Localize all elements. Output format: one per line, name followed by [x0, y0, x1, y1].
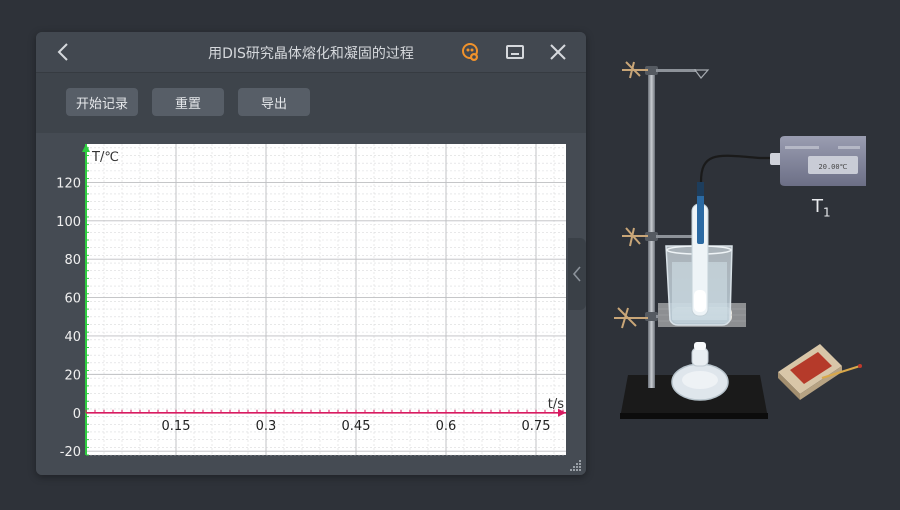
- sensor-label-subscript: 1: [823, 205, 831, 220]
- reset-button[interactable]: 重置: [152, 88, 224, 116]
- y-tick-label: 80: [64, 253, 81, 268]
- plot-background: [86, 144, 566, 455]
- close-icon: [550, 44, 566, 60]
- stand-rod: [648, 66, 655, 388]
- toolbar: 开始记录 重置 导出: [36, 73, 586, 133]
- y-tick-label: 20: [64, 368, 81, 383]
- x-axis-arrow: [558, 408, 566, 417]
- matchbox: [778, 344, 862, 400]
- chart-area: 0.15 0.3 0.45 0.6 0.75 120 100 80 60 40 20 0 -20 T/℃…: [36, 133, 586, 475]
- experiment-panel: 用DIS研究晶体熔化和凝固的过程 开始记录 重置 导出: [36, 32, 586, 475]
- lab-apparatus: 20.00℃: [614, 61, 866, 419]
- sensor-label: T1: [812, 196, 831, 220]
- minimize-button[interactable]: [503, 40, 527, 64]
- x-tick-label: 0.45: [342, 419, 371, 434]
- settings-badge-button[interactable]: [458, 40, 482, 64]
- x-tick-label: 0.6: [436, 419, 457, 434]
- minor-grid: [85, 144, 566, 456]
- y-tick-label: 60: [64, 292, 81, 307]
- temperature-chart: 0.15 0.3 0.45 0.6 0.75 120 100 80 60 40 20 0 -20 T/℃…: [56, 144, 566, 460]
- start-record-button[interactable]: 开始记录: [66, 88, 138, 116]
- temperature-probe: [697, 154, 778, 244]
- y-tick-label: 100: [56, 215, 81, 230]
- chevron-left-icon: [572, 266, 581, 282]
- sensor-label-main: T: [812, 196, 823, 217]
- title-bar: 用DIS研究晶体熔化和凝固的过程: [36, 32, 586, 73]
- y-tick-label: -20: [60, 445, 81, 460]
- export-button[interactable]: 导出: [238, 88, 310, 116]
- middle-clamp: [622, 227, 696, 247]
- back-button[interactable]: [52, 40, 76, 64]
- x-axis-label: t/s: [548, 397, 564, 412]
- alcohol-lamp: [671, 342, 729, 401]
- close-button[interactable]: [546, 40, 570, 64]
- temperature-sensor: 20.00℃: [770, 136, 866, 186]
- y-tick-label: 40: [64, 330, 81, 345]
- settings-badge-icon: [462, 43, 478, 61]
- x-tick-label: 0.15: [162, 419, 191, 434]
- top-clamp: [622, 61, 710, 79]
- axes: [82, 144, 566, 456]
- resize-grip-icon[interactable]: [570, 459, 582, 471]
- minimize-icon: [506, 45, 524, 59]
- x-tick-label: 0.3: [256, 419, 277, 434]
- window-title: 用DIS研究晶体熔化和凝固的过程: [208, 46, 414, 62]
- y-tick-label: 0: [73, 407, 81, 422]
- y-tick-label: 120: [56, 176, 81, 191]
- back-arrow-icon: [57, 43, 68, 61]
- collapse-panel-tab[interactable]: [568, 238, 586, 310]
- tick-labels: 0.15 0.3 0.45 0.6 0.75 120 100 80 60 40 20 0 -20: [56, 176, 550, 460]
- x-tick-label: 0.75: [522, 419, 551, 434]
- y-axis-label: T/℃: [91, 150, 119, 165]
- sensor-display: 20.00℃: [819, 163, 848, 171]
